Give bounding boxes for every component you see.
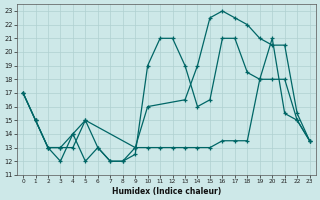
X-axis label: Humidex (Indice chaleur): Humidex (Indice chaleur): [112, 187, 221, 196]
